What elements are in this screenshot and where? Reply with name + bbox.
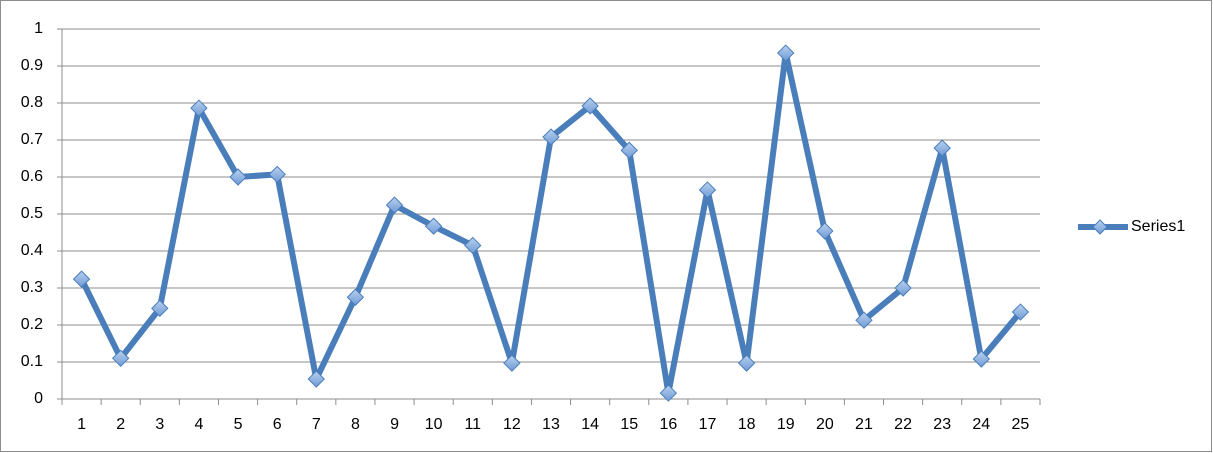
marker: [933, 139, 951, 157]
legend-marker: [1092, 219, 1108, 235]
x-tick-label: 4: [194, 416, 203, 433]
x-tick-label: 13: [542, 416, 560, 433]
x-tick-label: 23: [933, 416, 951, 433]
x-tick-label: 15: [620, 416, 638, 433]
x-tick-label: 20: [816, 416, 834, 433]
x-tick-label: 8: [351, 416, 360, 433]
x-tick-label: 17: [699, 416, 717, 433]
marker: [777, 44, 795, 62]
y-tick-label: 0.3: [21, 279, 43, 296]
x-tick-label: 1: [77, 416, 86, 433]
x-tick-label: 2: [116, 416, 125, 433]
x-tick-label: 7: [312, 416, 321, 433]
y-tick-label: 0.1: [21, 353, 43, 370]
marker: [542, 128, 560, 146]
marker: [268, 165, 286, 184]
legend-label: Series1: [1131, 218, 1185, 235]
y-tick-label: 0: [34, 390, 43, 407]
x-tick-label: 18: [738, 416, 756, 433]
x-tick-label: 10: [425, 416, 443, 433]
x-tick-label: 12: [503, 416, 521, 433]
marker: [855, 311, 873, 329]
marker: [385, 196, 404, 214]
marker: [307, 370, 325, 388]
marker: [111, 349, 130, 368]
marker: [620, 141, 638, 160]
y-tick-label: 1: [34, 20, 43, 37]
y-tick-label: 0.9: [21, 57, 43, 74]
x-tick-label: 14: [581, 416, 599, 433]
y-tick-label: 0.5: [21, 205, 43, 222]
marker: [503, 354, 521, 372]
y-tick-label: 0.2: [21, 316, 43, 333]
marker: [464, 236, 482, 255]
x-tick-label: 5: [234, 416, 243, 433]
marker: [581, 97, 599, 115]
marker: [424, 217, 443, 235]
marker: [972, 350, 991, 368]
marker: [72, 270, 91, 288]
y-tick-label: 0.8: [21, 94, 43, 111]
y-tick-label: 0.6: [21, 168, 43, 185]
y-tick-label: 0.7: [21, 131, 43, 148]
x-tick-label: 11: [464, 416, 481, 433]
x-tick-label: 19: [777, 416, 795, 433]
marker: [737, 354, 756, 372]
x-tick-label: 25: [1012, 416, 1030, 433]
marker: [698, 181, 717, 199]
x-tick-label: 6: [273, 416, 282, 433]
x-tick-label: 3: [155, 416, 164, 433]
marker: [151, 299, 169, 318]
x-tick-label: 24: [972, 416, 990, 433]
x-tick-label: 22: [894, 416, 912, 433]
marker: [1011, 303, 1030, 321]
marker: [894, 279, 912, 297]
marker: [816, 222, 834, 240]
marker: [229, 168, 247, 186]
x-tick-label: 21: [855, 416, 873, 433]
marker: [190, 99, 208, 117]
marker: [659, 384, 678, 402]
x-tick-label: 16: [659, 416, 677, 433]
y-tick-label: 0.4: [21, 242, 43, 259]
marker: [346, 288, 365, 306]
x-tick-label: 9: [390, 416, 399, 433]
